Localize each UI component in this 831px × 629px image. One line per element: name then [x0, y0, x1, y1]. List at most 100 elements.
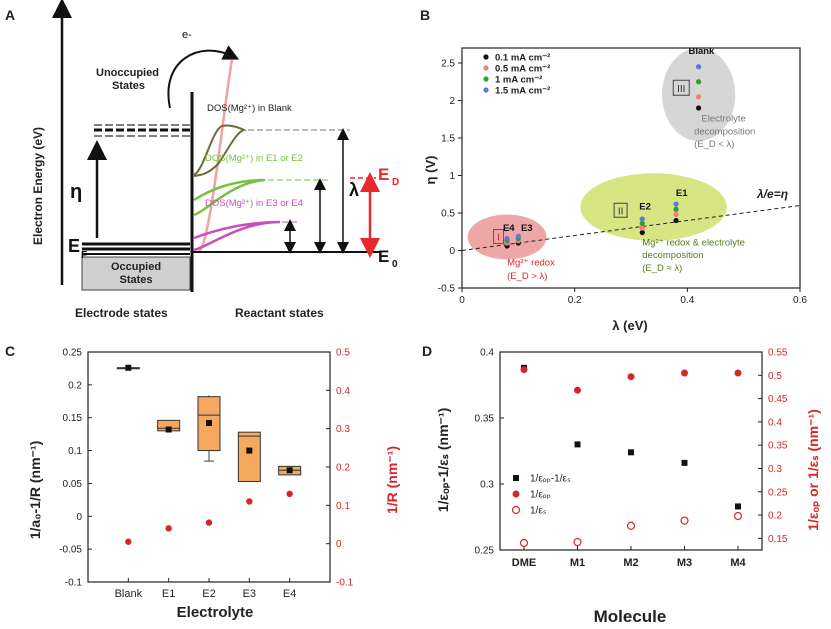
panel-a-diagram: A Electron Energy (eV) Occupied States U… — [5, 0, 399, 320]
b-point-s3-4 — [696, 64, 702, 70]
unoccupied-label-1: Unoccupied — [96, 67, 159, 79]
b-ytick-label-1: 0 — [449, 246, 455, 257]
d-y2tick-label-4: 0.35 — [768, 441, 788, 452]
d-red-open-point-0 — [519, 538, 529, 548]
c-red-point-4 — [286, 490, 293, 498]
panel-b-plot-frame — [461, 47, 801, 289]
b-point-label-0: E4 — [503, 223, 515, 234]
c-ytick-label-7: 0.25 — [63, 348, 83, 359]
b-point-s3-0 — [504, 235, 510, 242]
region-3-box — [672, 79, 690, 96]
ed-sub-label: D — [392, 177, 399, 188]
region-3-text-3: (E_D < λ) — [694, 139, 734, 150]
region-1-roman: I — [497, 233, 500, 244]
electron-transfer-arrow — [167, 45, 240, 109]
d-ytick-label-1: 0.3 — [480, 480, 494, 491]
occupied-label-1: Occupied — [111, 261, 161, 273]
b-ytick-label-0: -0.5 — [438, 284, 456, 295]
b-point-s1-4 — [696, 94, 702, 100]
region-3-text-1: Electrolyte — [701, 114, 745, 125]
c-red-point-3 — [246, 498, 253, 505]
d-black-point-2 — [628, 449, 634, 456]
c-y2tick-label-1: 0 — [336, 539, 342, 550]
b-point-s3-3 — [673, 201, 679, 207]
c-mean-3 — [246, 447, 253, 454]
reactant-states-label: Reactant states — [235, 306, 324, 320]
dos-curve-e3e4 — [193, 220, 281, 252]
d-xtick-label-2: M2 — [623, 557, 638, 569]
b-point-s2-2 — [639, 220, 645, 227]
d-y2tick-label-7: 0.5 — [768, 371, 782, 382]
lambda-eta-line-label: λ/e=η — [756, 187, 788, 201]
c-xtick-label-2: E2 — [202, 588, 215, 600]
b-ytick-label-6: 2.5 — [441, 59, 455, 70]
c-xtick-label-1: E1 — [162, 588, 175, 600]
b-legend-label-2: 1 mA cm⁻² — [495, 75, 542, 86]
dos-curve-e1e2 — [193, 178, 266, 217]
d-xtick-label-0: DME — [512, 557, 536, 569]
panel-a-label: A — [5, 7, 15, 23]
c-mean-0 — [125, 364, 132, 371]
d-legend-marker-1 — [512, 490, 520, 498]
panel-c-xlabel: Electrolyte — [177, 604, 254, 621]
region-3-roman: III — [677, 84, 685, 95]
region-2-roman: II — [618, 206, 624, 217]
d-red-filled-point-3 — [681, 369, 688, 377]
ed-label: E — [378, 165, 389, 184]
b-legend-marker-3 — [483, 87, 489, 93]
d-red-filled-point-1 — [574, 386, 581, 394]
b-legend-marker-2 — [483, 76, 489, 82]
b-ytick-label-3: 1 — [449, 171, 455, 182]
e0-sub-label: 0 — [392, 259, 398, 270]
b-point-s1-3 — [673, 211, 679, 218]
c-y2tick-label-5: 0.4 — [336, 386, 350, 397]
panel-c-y2label: 1/R (nm⁻¹) — [384, 446, 400, 514]
b-legend-marker-1 — [483, 65, 489, 71]
panel-d-label: D — [422, 343, 432, 359]
c-xtick-label-3: E3 — [243, 588, 256, 600]
b-point-s0-3 — [673, 217, 679, 224]
d-y2tick-label-2: 0.25 — [768, 487, 788, 498]
dos-label-blank: DOS(Mg²⁺) in Blank — [207, 103, 292, 114]
c-y2tick-label-6: 0.5 — [336, 348, 350, 359]
b-point-s3-1 — [515, 233, 521, 239]
d-legend-label-1: 1/εₒₚ — [530, 490, 551, 501]
c-ytick-label-2: 0 — [76, 512, 82, 523]
electrode-states-label: Electrode states — [75, 306, 168, 320]
panel-c-ylabel: 1/a₀-1/R (nm⁻¹) — [27, 441, 43, 540]
d-ytick-label-3: 0.4 — [480, 348, 494, 359]
dos-label-e3e4: DOS(Mg²⁺) in E3 or E4 — [205, 198, 303, 209]
c-y2tick-label-0: -0.1 — [336, 578, 354, 589]
c-ytick-label-6: 0.2 — [68, 380, 82, 391]
d-ytick-label-2: 0.35 — [475, 414, 495, 425]
b-ytick-label-5: 2 — [449, 96, 455, 107]
d-red-filled-point-0 — [520, 366, 528, 374]
dos-curve-blank — [193, 124, 247, 177]
c-xtick-label-4: E4 — [283, 588, 296, 600]
b-xtick-label-2: 0.4 — [680, 295, 694, 306]
c-y2tick-label-3: 0.2 — [336, 463, 350, 474]
d-y2tick-label-8: 0.55 — [768, 348, 788, 359]
b-point-label-4: Blank — [688, 46, 715, 57]
region-2-box — [613, 202, 628, 218]
d-legend-marker-0 — [513, 475, 519, 481]
occupied-label-2: States — [119, 274, 152, 286]
c-red-point-1 — [165, 525, 172, 532]
c-mean-1 — [165, 426, 172, 433]
c-red-point-2 — [205, 519, 213, 526]
occupied-states-block — [81, 256, 191, 291]
d-red-filled-point-4 — [734, 369, 742, 377]
b-legend-label-1: 0.5 mA cm⁻² — [495, 64, 550, 75]
e0-label: E — [378, 247, 389, 266]
region-1-box — [493, 229, 505, 244]
b-point-s0-4 — [696, 105, 702, 111]
panel-d-xlabel: Molecule — [594, 607, 667, 626]
d-red-open-point-4 — [733, 511, 743, 521]
panel-c-label: C — [5, 343, 15, 359]
d-y2tick-label-3: 0.3 — [768, 464, 782, 475]
c-ytick-label-5: 0.15 — [63, 413, 83, 424]
panel-b-xlabel: λ (eV) — [612, 318, 647, 333]
c-mean-2 — [206, 419, 212, 426]
c-xtick-label-0: Blank — [115, 588, 143, 600]
